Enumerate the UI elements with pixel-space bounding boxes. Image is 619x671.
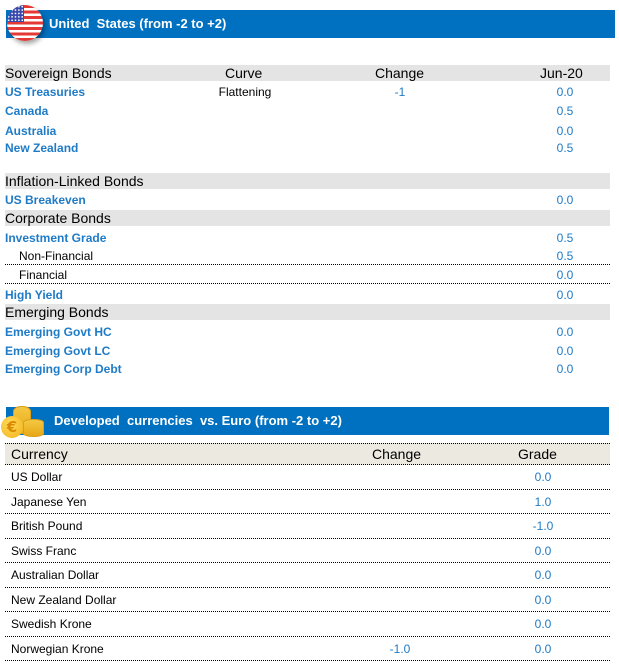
change-value: -1.0 [389, 641, 411, 656]
grade-value: 0.0 [534, 617, 552, 631]
curve-value: Flattening [218, 85, 272, 99]
grade-value: 0.5 [556, 141, 574, 155]
table-row: Emerging Corp Debt 0.0 [5, 360, 610, 378]
row-label-link[interactable]: Emerging Corp Debt [5, 362, 122, 376]
row-label-link[interactable]: Emerging Govt LC [5, 344, 111, 358]
table-row: Investment Grade 0.5 [5, 229, 610, 247]
sovereign-bonds-header: Sovereign Bonds Curve Change Jun-20 [5, 65, 610, 81]
row-label-link[interactable]: New Zealand [5, 141, 79, 155]
row-label-link[interactable]: High Yield [5, 288, 64, 302]
table-row: US Treasuries Flattening -1 0.0 [5, 83, 610, 101]
grade-value: -1.0 [532, 519, 554, 533]
us-section-title: United States (from -2 to +2) [49, 16, 227, 31]
emerging-bonds-header: Emerging Bonds [5, 304, 610, 320]
grade-value: 0.0 [556, 124, 574, 138]
grade-value: 0.0 [534, 470, 552, 484]
corporate-bonds-header: Corporate Bonds [5, 210, 610, 226]
row-label: Financial [19, 268, 68, 282]
table-row: Norwegian Krone -1.0 0.0 [5, 637, 610, 661]
grade-value: 0.0 [534, 641, 552, 656]
table-row: New Zealand Dollar 0.0 [5, 588, 610, 612]
currency-name: Swiss Franc [11, 543, 77, 558]
row-label-link[interactable]: US Treasuries [5, 85, 86, 99]
currency-name: British Pound [11, 519, 83, 533]
inflation-linked-header: Inflation-Linked Bonds [5, 173, 610, 189]
grade-value: 0.0 [556, 193, 574, 207]
us-flag-icon [7, 5, 43, 41]
table-row: Canada 0.5 [5, 102, 610, 120]
table-row: Japanese Yen 1.0 [5, 490, 610, 514]
grade-value: 0.5 [556, 104, 574, 118]
currency-name: New Zealand Dollar [11, 592, 117, 607]
grade-value: 0.0 [556, 325, 574, 339]
table-row: British Pound -1.0 [5, 514, 610, 539]
table-row: Financial 0.0 [5, 266, 610, 284]
corporate-bonds-label: Corporate Bonds [5, 210, 111, 226]
table-row: Australia 0.0 [5, 122, 610, 140]
grade-value: 0.0 [556, 85, 574, 99]
row-label-link[interactable]: Australia [5, 124, 57, 138]
curve-column-header: Curve [225, 65, 263, 81]
currency-table-header: Currency Change Grade [5, 443, 610, 465]
fx-section-title: Developed currencies vs. Euro (from -2 t… [54, 413, 342, 428]
row-label: Non-Financial [19, 249, 94, 263]
table-row: New Zealand 0.5 [5, 139, 610, 157]
grade-value: 0.5 [556, 231, 574, 245]
inflation-linked-label: Inflation-Linked Bonds [5, 173, 144, 189]
currency-name: Swedish Krone [11, 617, 92, 631]
grade-value: 0.0 [534, 592, 552, 607]
grade-value: 0.0 [556, 362, 574, 376]
grade-value: 0.5 [556, 249, 574, 263]
grade-column-header: Grade [518, 446, 557, 462]
grade-value: 0.0 [556, 344, 574, 358]
grade-value: 0.0 [556, 268, 574, 282]
table-row: Swedish Krone 0.0 [5, 612, 610, 637]
us-section-banner: United States (from -2 to +2) [6, 10, 615, 38]
table-row: High Yield 0.0 [5, 286, 610, 304]
grade-value: 0.0 [556, 288, 574, 302]
emerging-bonds-label: Emerging Bonds [5, 304, 109, 320]
row-label-link[interactable]: Emerging Govt HC [5, 325, 112, 339]
euro-coins-icon: € [0, 404, 48, 440]
sovereign-bonds-label: Sovereign Bonds [5, 65, 112, 81]
table-row: Non-Financial 0.5 [5, 247, 610, 265]
table-row: Emerging Govt HC 0.0 [5, 323, 610, 341]
currency-name: Norwegian Krone [11, 641, 104, 656]
fx-section-banner: Developed currencies vs. Euro (from -2 t… [6, 407, 609, 435]
currency-name: Japanese Yen [11, 494, 87, 509]
table-row: US Dollar 0.0 [5, 465, 610, 490]
change-column-header: Change [375, 65, 425, 81]
grade-value: 0.0 [534, 568, 552, 582]
table-row: Australian Dollar 0.0 [5, 563, 610, 588]
currency-name: Australian Dollar [11, 568, 100, 582]
date-column-header: Jun-20 [540, 65, 583, 81]
change-column-header: Change [372, 446, 422, 462]
grade-value: 0.0 [534, 543, 552, 558]
table-row: Emerging Govt LC 0.0 [5, 342, 610, 360]
row-label-link[interactable]: Investment Grade [5, 231, 107, 245]
table-row: US Breakeven 0.0 [5, 191, 610, 209]
currency-name: US Dollar [11, 470, 63, 484]
grade-value: 1.0 [534, 494, 552, 509]
row-label-link[interactable]: US Breakeven [5, 193, 86, 207]
table-row: Swiss Franc 0.0 [5, 539, 610, 563]
row-label-link[interactable]: Canada [5, 104, 49, 118]
currency-column-header: Currency [11, 446, 68, 462]
change-value: -1 [394, 85, 406, 99]
